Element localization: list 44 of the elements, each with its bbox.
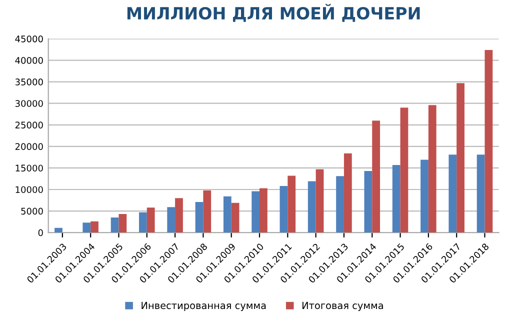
bar	[344, 153, 352, 233]
bar	[90, 221, 98, 233]
bar	[203, 190, 212, 233]
bar	[252, 191, 260, 233]
bar	[260, 188, 268, 233]
y-tick-label: 40000	[15, 57, 43, 64]
legend-label: Итоговая сумма	[302, 302, 383, 312]
bar	[308, 181, 316, 233]
y-tick-label: 35000	[15, 78, 43, 86]
y-tick-label: 20000	[15, 143, 43, 150]
bar	[392, 164, 400, 233]
chart-title: МИЛЛИОН ДЛЯ МОЕЙ ДОЧЕРИ	[127, 4, 420, 22]
bar	[448, 154, 457, 233]
bar	[82, 222, 91, 233]
bar	[336, 176, 344, 233]
bar	[476, 154, 485, 233]
bar	[146, 208, 155, 233]
bar	[316, 169, 324, 233]
bar	[288, 176, 296, 233]
bar	[54, 228, 62, 233]
bar	[167, 207, 176, 233]
bar	[110, 217, 119, 233]
y-tick-label: 30000	[15, 100, 43, 107]
bar	[231, 202, 240, 233]
bar	[428, 105, 436, 233]
y-tick-label: 10000	[16, 186, 43, 194]
bar	[484, 50, 493, 233]
bar	[118, 214, 127, 233]
bar	[175, 198, 183, 233]
y-tick-label: 0	[38, 229, 43, 236]
y-tick-label: 45000	[15, 35, 43, 42]
bar	[139, 212, 147, 233]
legend-label: Инвестированная сумма	[142, 302, 266, 312]
bar	[195, 202, 204, 233]
y-tick-label: 5000	[21, 208, 43, 215]
bar	[420, 160, 428, 233]
bar	[400, 108, 408, 233]
y-tick-label: 15000	[16, 164, 43, 172]
y-tick-label: 25000	[15, 122, 43, 128]
bar	[456, 83, 464, 233]
bar	[364, 170, 372, 233]
bar	[372, 120, 380, 233]
bar	[280, 186, 288, 233]
bar	[223, 196, 232, 233]
